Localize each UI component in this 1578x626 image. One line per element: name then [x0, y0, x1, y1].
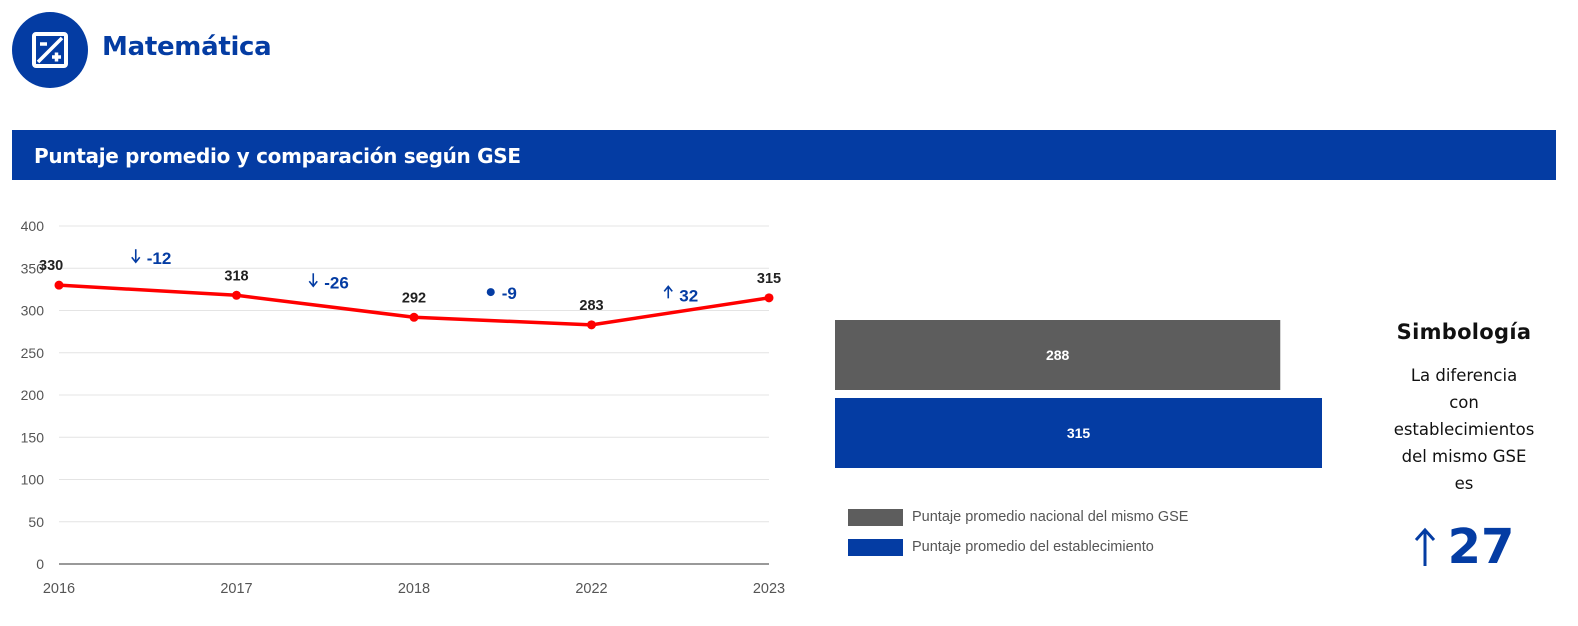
legend-label-school: Puntaje promedio del establecimiento: [912, 539, 1154, 555]
x-tick-label: 2016: [43, 581, 75, 597]
simbologia-line: con: [1449, 393, 1479, 412]
x-tick-label: 2022: [575, 581, 607, 597]
bar: [835, 398, 1322, 468]
data-point: [764, 293, 774, 303]
down-arrow-head: [308, 280, 318, 288]
y-tick-label: 300: [21, 303, 45, 319]
simbologia-difference: 27: [1378, 519, 1550, 575]
data-point: [54, 280, 64, 290]
legend-label-national: Puntaje promedio nacional del mismo GSE: [912, 509, 1189, 525]
x-tick-label: 2023: [753, 581, 785, 597]
data-label: 315: [757, 271, 781, 287]
legend-item-national: Puntaje promedio nacional del mismo GSE: [848, 502, 1188, 532]
bar-chart-legend: Puntaje promedio nacional del mismo GSE …: [848, 502, 1188, 562]
bar-value-label: 315: [1067, 425, 1091, 441]
gse-comparison-bar-chart: 288 315: [835, 320, 1322, 468]
difference-value: 27: [1447, 519, 1515, 575]
x-tick-label: 2018: [398, 581, 430, 597]
data-point: [409, 312, 419, 322]
annotation-value: -12: [147, 249, 172, 268]
annotation-value: 32: [679, 286, 698, 305]
score-trend-line-chart: 0 50 100 150 200 250 300 350 400 2016 2017 2018 2022…: [21, 218, 785, 597]
data-point: [232, 290, 241, 300]
y-tick-label: 400: [21, 218, 45, 234]
bar: [835, 320, 1281, 390]
data-label: 330: [39, 258, 63, 274]
simbologia-description: La diferencia con establecimientos del m…: [1378, 362, 1550, 497]
legend-swatch-school: [848, 538, 903, 556]
y-tick-label: 100: [21, 472, 45, 488]
bar-value-label: 288: [1046, 347, 1070, 363]
simbologia-line: establecimientos: [1393, 420, 1535, 439]
y-tick-label: 0: [36, 556, 44, 572]
annotation-value: -9: [502, 284, 517, 303]
x-tick-label: 2017: [220, 581, 252, 597]
simbologia-title: Simbología: [1396, 320, 1532, 344]
comparison-annotation: -12: [131, 249, 172, 268]
comparison-annotation: -26: [308, 273, 349, 292]
y-tick-label: 150: [21, 429, 45, 445]
y-tick-label: 50: [28, 514, 44, 530]
y-tick-label: 200: [21, 387, 45, 403]
math-plus-minus-icon: [12, 12, 88, 88]
section-header-bar: Puntaje promedio y comparación según GSE: [12, 130, 1556, 180]
section-title: Puntaje promedio y comparación según GSE: [34, 144, 521, 168]
comparison-annotation: 32: [663, 285, 698, 305]
simbologia-line: La diferencia: [1410, 366, 1518, 385]
comparison-annotation: -9: [486, 284, 517, 303]
simbologia-line: es: [1454, 474, 1474, 493]
legend-item-school: Puntaje promedio del establecimiento: [848, 532, 1188, 562]
dot-icon: [486, 288, 495, 297]
simbologia-line: del mismo GSE: [1401, 447, 1527, 466]
annotation-value: -26: [324, 273, 349, 292]
down-arrow-head: [131, 256, 141, 264]
simbologia-panel: Simbología La diferencia con establecimi…: [1378, 320, 1550, 575]
data-label: 283: [579, 298, 603, 314]
subject-title: Matemática: [102, 32, 272, 62]
data-label: 318: [224, 268, 248, 284]
up-arrow-icon: [1414, 527, 1435, 566]
y-tick-label: 250: [21, 345, 45, 361]
y-tick-label: 350: [21, 260, 45, 276]
up-arrow-head: [663, 285, 673, 292]
legend-swatch-national: [848, 508, 903, 526]
data-point: [587, 320, 596, 330]
data-label: 292: [402, 290, 426, 306]
